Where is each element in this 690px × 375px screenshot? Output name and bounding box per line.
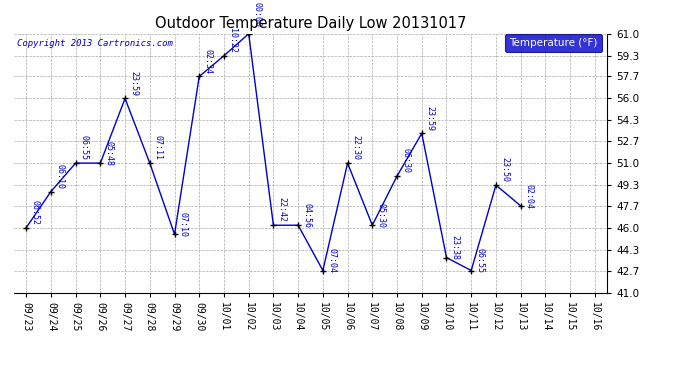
Text: 00:00: 00:00 — [253, 2, 262, 27]
Text: 23:38: 23:38 — [451, 236, 460, 260]
Text: 06:10: 06:10 — [55, 164, 64, 189]
Text: 07:10: 07:10 — [179, 212, 188, 237]
Text: 10:22: 10:22 — [228, 28, 237, 53]
Text: 07:11: 07:11 — [154, 135, 163, 160]
Text: 04:56: 04:56 — [302, 203, 311, 228]
Text: 07:04: 07:04 — [327, 248, 336, 273]
Text: 22:42: 22:42 — [277, 198, 286, 222]
Text: 06:52: 06:52 — [30, 200, 39, 225]
Text: 23:59: 23:59 — [426, 106, 435, 130]
Text: 23:59: 23:59 — [129, 70, 138, 96]
Legend: Temperature (°F): Temperature (°F) — [505, 34, 602, 52]
Text: 06:55: 06:55 — [475, 248, 484, 273]
Text: 02:04: 02:04 — [525, 184, 534, 209]
Text: 22:30: 22:30 — [352, 135, 361, 160]
Text: 06:55: 06:55 — [80, 135, 89, 160]
Text: 05:30: 05:30 — [377, 203, 386, 228]
Text: 02:34: 02:34 — [204, 49, 213, 74]
Title: Outdoor Temperature Daily Low 20131017: Outdoor Temperature Daily Low 20131017 — [155, 16, 466, 31]
Text: 23:50: 23:50 — [500, 158, 509, 182]
Text: 05:48: 05:48 — [104, 141, 113, 166]
Text: 06:30: 06:30 — [401, 148, 410, 173]
Text: Copyright 2013 Cartronics.com: Copyright 2013 Cartronics.com — [17, 39, 172, 48]
